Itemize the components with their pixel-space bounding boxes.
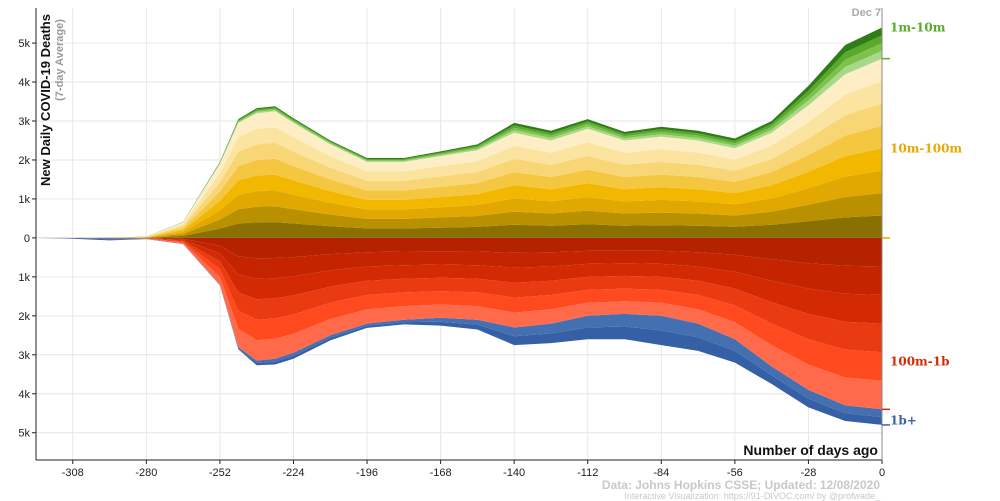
stream-layer-1m-10m-band	[36, 35, 882, 238]
axes	[35, 8, 883, 461]
x-tick-label: -168	[430, 467, 452, 479]
stream-layer-10m-100m-band	[36, 81, 882, 238]
stream-layer-100m-1b-band	[36, 237, 882, 410]
stream-layer-10m-100m-band	[36, 170, 882, 238]
y-axis-title: New Daily COVID-19 Deaths	[38, 14, 53, 186]
y-tick-label: 2k	[18, 155, 30, 167]
x-tick-label: -196	[356, 467, 378, 479]
y-tick-label: 5k	[18, 38, 30, 50]
stream-layer-100m-1b-band	[36, 237, 882, 381]
x-tick-label: -252	[209, 467, 231, 479]
stream-layer-10m-100m-band	[36, 58, 882, 238]
stream-layer-10m-100m-band	[36, 148, 882, 238]
legend-label: 10m-100m	[890, 141, 962, 155]
x-tick-label: -140	[503, 467, 525, 479]
y-tick-labels: 5k 4k 3k 2k 1k 0 1k 2k 3k 4k 5k	[18, 38, 36, 440]
stream-layer-10m-100m-band	[36, 125, 882, 238]
y-tick-label: 4k	[18, 389, 30, 401]
stream-layer-100m-1b-band	[36, 237, 882, 324]
x-tick-label: -56	[727, 467, 743, 479]
stream-layer-100m-1b-band	[36, 237, 882, 267]
x-tick-label: -308	[62, 467, 84, 479]
y-tick-label: 3k	[18, 116, 30, 128]
x-tick-label: -28	[800, 467, 816, 479]
y-tick-label: 0	[24, 233, 30, 245]
x-tick-label: -280	[135, 467, 157, 479]
y-tick-label: 5k	[18, 428, 30, 440]
stream-layer-100m-1b-band	[36, 237, 882, 295]
visualization-credit: Interactive Visualization: https://91-DI…	[624, 491, 881, 501]
stream-layers	[36, 27, 882, 425]
x-tick-label: -112	[577, 467, 598, 479]
end-date-label: Dec 7	[852, 7, 881, 19]
x-axis-title: Number of days ago	[743, 442, 878, 458]
legend-label: 1b+	[890, 413, 917, 427]
x-tick-label: -224	[282, 467, 304, 479]
y-tick-label: 1k	[18, 194, 30, 206]
x-tick-labels: -308 -280 -252 -224 -196 -168 -140 -112 -84 -56 -2…	[62, 460, 885, 479]
stream-layer-10m-100m-band	[36, 215, 882, 238]
data-source: Data: Johns Hopkins CSSE; Updated: 12/08…	[602, 478, 880, 492]
x-tick-label: -84	[653, 467, 669, 479]
stream-layer-100m-1b-band	[36, 237, 882, 353]
stream-layer-10m-100m-band	[36, 103, 882, 238]
y-tick-label: 1k	[18, 272, 30, 284]
y-tick-label: 3k	[18, 350, 30, 362]
stream-layer-1m-10m-band	[36, 43, 882, 238]
legend: 1m-10m 10m-100m 100m-1b 1b+	[882, 20, 962, 427]
stream-layer-10m-100m-band	[36, 193, 882, 238]
legend-label: 100m-1b	[890, 354, 949, 368]
y-tick-label: 4k	[18, 77, 30, 89]
y-tick-label: 2k	[18, 311, 30, 323]
y-axis-subtitle: (7-day Average)	[54, 19, 66, 101]
legend-label: 1m-10m	[890, 20, 946, 34]
x-tick-label: 0	[879, 467, 885, 479]
